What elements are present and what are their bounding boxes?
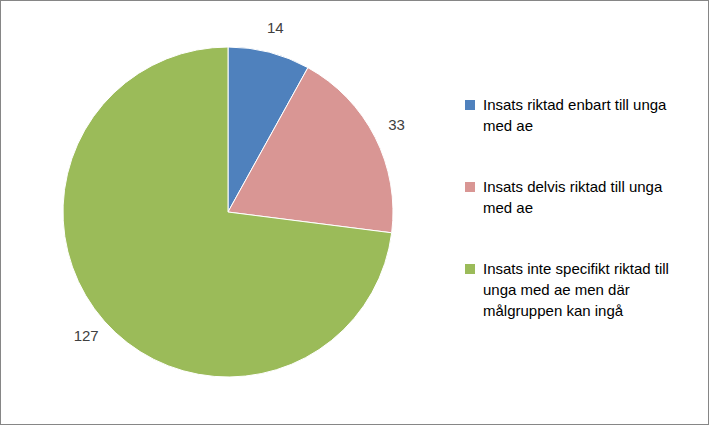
chart-container: 14 33 127 Insats riktad enbart till ungamed… bbox=[0, 0, 709, 425]
legend-label: Insats inte specifikt riktad tillunga me… bbox=[483, 260, 669, 319]
chart-svg: 14 33 127 Insats riktad enbart till ungamed… bbox=[0, 0, 709, 425]
data-label: 127 bbox=[74, 327, 99, 344]
legend-swatch bbox=[465, 264, 475, 274]
legend-swatch bbox=[465, 100, 475, 110]
data-label: 14 bbox=[267, 19, 284, 36]
chart-frame bbox=[1, 1, 709, 425]
pie-slice bbox=[63, 47, 392, 377]
legend-label: Insats riktad enbart till ungamed ae bbox=[483, 96, 667, 134]
legend-swatch bbox=[465, 182, 475, 192]
pie-slice bbox=[228, 68, 393, 233]
data-label: 33 bbox=[388, 116, 405, 133]
legend-label: Insats delvis riktad till ungamed ae bbox=[483, 178, 663, 216]
legend: Insats riktad enbart till ungamed ae Insa… bbox=[465, 96, 669, 319]
slices bbox=[63, 47, 393, 377]
